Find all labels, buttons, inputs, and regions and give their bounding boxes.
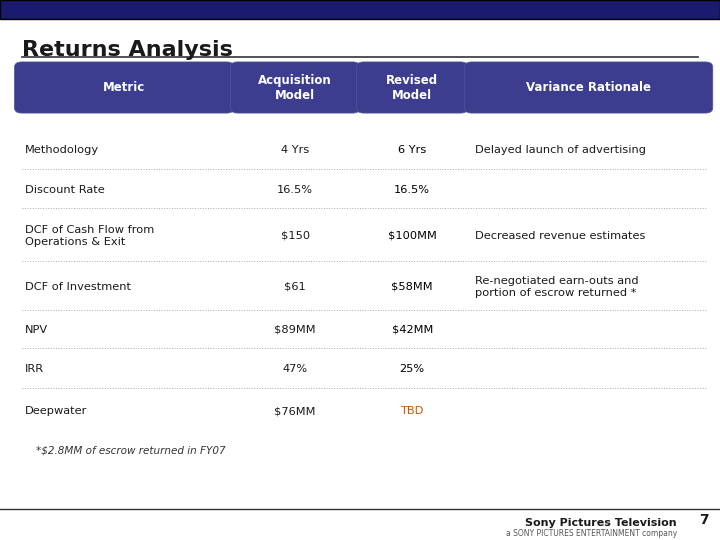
Text: DCF of Investment: DCF of Investment (25, 282, 131, 292)
Text: Metric: Metric (103, 81, 145, 94)
Text: Methodology: Methodology (25, 145, 99, 155)
Text: 47%: 47% (283, 364, 307, 374)
Text: Discount Rate: Discount Rate (25, 185, 105, 194)
Text: $61: $61 (284, 282, 306, 292)
Text: *$2.8MM of escrow returned in FY07: *$2.8MM of escrow returned in FY07 (36, 445, 225, 455)
Text: 16.5%: 16.5% (277, 185, 313, 194)
Text: 4 Yrs: 4 Yrs (281, 145, 310, 155)
Text: $150: $150 (281, 231, 310, 241)
Text: Sony Pictures Television: Sony Pictures Television (525, 518, 677, 528)
Text: 7: 7 (700, 512, 709, 526)
Text: 25%: 25% (400, 364, 425, 374)
Text: $58MM: $58MM (392, 282, 433, 292)
Text: Revised
Model: Revised Model (386, 73, 438, 102)
Text: a SONY PICTURES ENTERTAINMENT company: a SONY PICTURES ENTERTAINMENT company (505, 529, 677, 538)
Text: TBD: TBD (400, 407, 424, 416)
Text: Delayed launch of advertising: Delayed launch of advertising (475, 145, 647, 155)
Text: Variance Rationale: Variance Rationale (526, 81, 651, 94)
Text: Returns Analysis: Returns Analysis (22, 40, 233, 60)
Text: Acquisition
Model: Acquisition Model (258, 73, 332, 102)
Text: $42MM: $42MM (392, 325, 433, 335)
Text: Re-negotiated earn-outs and
portion of escrow returned *: Re-negotiated earn-outs and portion of e… (475, 276, 639, 298)
FancyBboxPatch shape (230, 62, 360, 113)
FancyBboxPatch shape (14, 62, 234, 113)
Text: 6 Yrs: 6 Yrs (398, 145, 426, 155)
Text: NPV: NPV (25, 325, 48, 335)
Text: DCF of Cash Flow from
Operations & Exit: DCF of Cash Flow from Operations & Exit (25, 225, 155, 247)
Text: Decreased revenue estimates: Decreased revenue estimates (475, 231, 646, 241)
Text: $76MM: $76MM (274, 407, 316, 416)
Text: $100MM: $100MM (388, 231, 436, 241)
Text: Deepwater: Deepwater (25, 407, 88, 416)
FancyBboxPatch shape (356, 62, 468, 113)
FancyBboxPatch shape (0, 0, 720, 19)
FancyBboxPatch shape (464, 62, 713, 113)
Text: IRR: IRR (25, 364, 45, 374)
Text: 16.5%: 16.5% (395, 185, 431, 194)
Text: $89MM: $89MM (274, 325, 316, 335)
